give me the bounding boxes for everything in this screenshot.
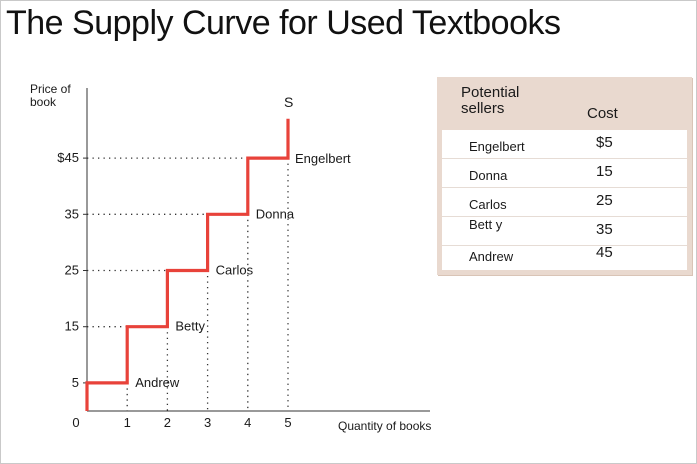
- step-label-carlos: Carlos: [216, 263, 254, 278]
- sellers-table: Potential sellers Cost Engelbert $5 Donn…: [437, 77, 692, 275]
- table-row: Engelbert $5: [442, 130, 687, 159]
- series-label: S: [284, 94, 293, 110]
- step-label-donna: Donna: [256, 206, 295, 221]
- x-axis-label: Quantity of books: [338, 419, 431, 433]
- table-row: Andrew 45: [442, 244, 687, 274]
- table-row: Carlos 25: [442, 188, 687, 217]
- x-tick-label: 1: [124, 415, 131, 430]
- header-potential-sellers: Potential sellers: [461, 84, 520, 117]
- y-tick-label: 25: [65, 263, 79, 278]
- x-tick-label: 0: [72, 415, 79, 430]
- x-tick-label: 2: [164, 415, 171, 430]
- table-header: Potential sellers Cost: [441, 81, 688, 129]
- y-tick-label: 35: [65, 206, 79, 221]
- table-row: Bett y 35: [442, 217, 687, 246]
- step-label-engelbert: Engelbert: [295, 151, 351, 166]
- y-tick-label: 15: [65, 319, 79, 334]
- step-label-andrew: Andrew: [135, 375, 180, 390]
- seller-cost: $5: [596, 134, 613, 151]
- step-label-betty: Betty: [175, 319, 205, 334]
- seller-cost: 25: [596, 192, 613, 209]
- seller-name: Bett y: [469, 217, 503, 232]
- table-body: Engelbert $5 Donna 15 Carlos 25 Bett y 3…: [442, 130, 687, 270]
- seller-name: Carlos: [469, 197, 507, 212]
- seller-cost: 15: [596, 163, 613, 180]
- y-tick-label: 5: [72, 375, 79, 390]
- table-row: Donna 15: [442, 159, 687, 188]
- seller-cost: 35: [596, 221, 613, 238]
- seller-cost: 45: [596, 244, 613, 261]
- y-axis-label: Price of book: [30, 82, 71, 109]
- header-cost: Cost: [587, 105, 618, 122]
- x-tick-label: 5: [284, 415, 291, 430]
- seller-name: Andrew: [469, 249, 514, 264]
- seller-name: Engelbert: [469, 139, 525, 154]
- supply-curve: [85, 118, 290, 411]
- x-tick-label: 4: [244, 415, 251, 430]
- seller-name: Donna: [469, 168, 508, 183]
- x-tick-label: 3: [204, 415, 211, 430]
- slide-title: The Supply Curve for Used Textbooks: [6, 4, 561, 42]
- y-tick-label: $45: [57, 150, 79, 165]
